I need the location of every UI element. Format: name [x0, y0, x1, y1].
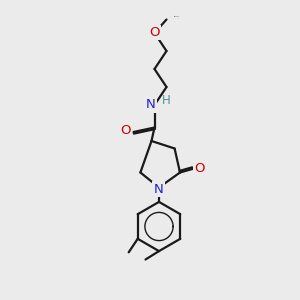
Text: O: O: [149, 26, 160, 39]
Text: N: N: [146, 98, 156, 112]
Text: methoxy: methoxy: [174, 15, 180, 16]
Text: N: N: [154, 183, 163, 196]
Text: H: H: [161, 94, 170, 107]
Text: O: O: [194, 161, 205, 175]
Text: O: O: [120, 124, 130, 137]
